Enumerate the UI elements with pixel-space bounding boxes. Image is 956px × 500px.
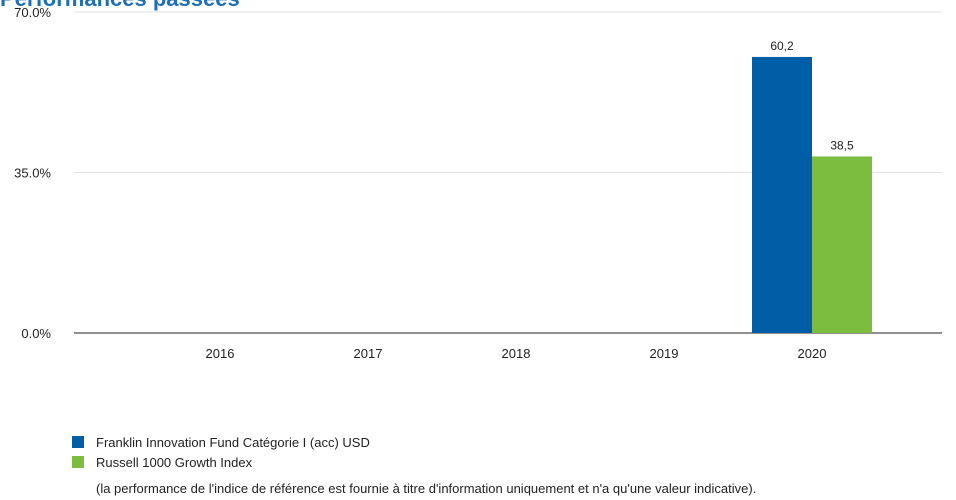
- y-tick-label: 70.0%: [14, 5, 51, 20]
- bar-chart: 70.0% 35.0% 0.0% 2016 2017 2018 2019 2020 60,2 38…: [14, 5, 942, 361]
- y-tick-label: 0.0%: [21, 326, 51, 341]
- bar: [752, 56, 812, 333]
- chart-title: Performances passées: [0, 0, 240, 12]
- legend-label-index: Russell 1000 Growth Index: [96, 454, 253, 470]
- bar: [812, 156, 872, 333]
- legend-swatch-index: [72, 456, 84, 468]
- x-tick-label: 2020: [798, 346, 827, 361]
- legend-item-fund: Franklin Innovation Fund Catégorie I (ac…: [72, 432, 370, 452]
- footnote: (la performance de l'indice de référence…: [96, 481, 757, 496]
- data-label: 60,2: [770, 39, 794, 53]
- x-tick-label: 2018: [502, 346, 531, 361]
- x-tick-label: 2017: [354, 346, 383, 361]
- y-tick-label: 35.0%: [14, 166, 51, 181]
- x-tick-label: 2019: [650, 346, 679, 361]
- legend-item-index: Russell 1000 Growth Index: [72, 452, 370, 472]
- legend-label-fund: Franklin Innovation Fund Catégorie I (ac…: [96, 434, 370, 450]
- legend: Franklin Innovation Fund Catégorie I (ac…: [72, 432, 370, 472]
- data-label: 38,5: [830, 138, 854, 152]
- x-tick-label: 2016: [206, 346, 235, 361]
- legend-swatch-fund: [72, 436, 84, 448]
